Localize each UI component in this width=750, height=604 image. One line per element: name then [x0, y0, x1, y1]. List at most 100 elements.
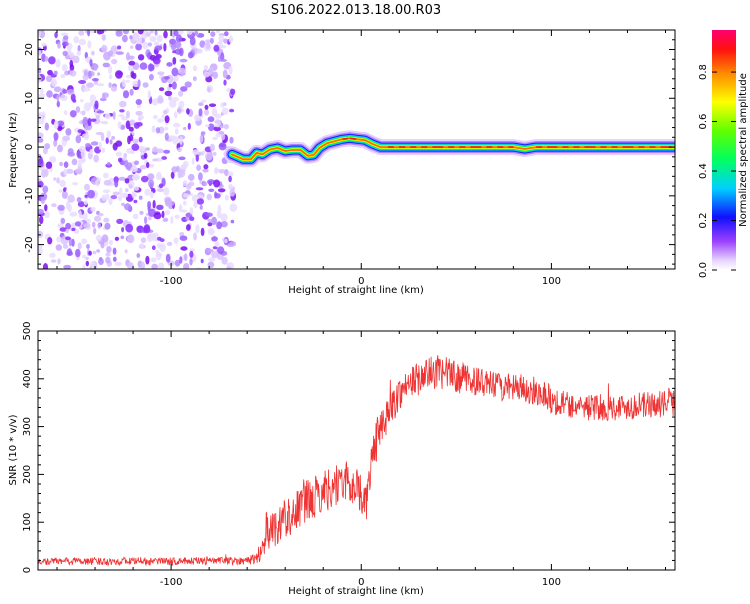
noise-blob [228, 66, 233, 75]
noise-blob [133, 186, 140, 191]
noise-blob [135, 43, 143, 51]
noise-blob [164, 197, 172, 207]
noise-blob [186, 30, 193, 35]
noise-blob [89, 94, 96, 103]
noise-blob [138, 115, 145, 120]
noise-blob [122, 79, 126, 88]
noise-blob [90, 206, 96, 212]
noise-blob [205, 124, 210, 128]
noise-blob [187, 51, 194, 59]
noise-blob [161, 156, 167, 160]
noise-blob [136, 253, 141, 258]
noise-blob [226, 88, 231, 93]
noise-blob [154, 45, 163, 51]
noise-blob [132, 213, 139, 220]
noise-blob [126, 52, 130, 61]
noise-blob [155, 251, 162, 261]
noise-blob [147, 173, 155, 181]
noise-blob [213, 126, 221, 132]
noise-blob [95, 131, 104, 136]
noise-blob [180, 86, 188, 92]
noise-blob [139, 243, 145, 249]
noise-blob [156, 243, 162, 249]
noise-blob [218, 131, 225, 135]
noise-blob [183, 263, 190, 269]
noise-blob [146, 32, 151, 37]
noise-blob [59, 161, 64, 167]
noise-blob [71, 238, 75, 247]
noise-blob [191, 158, 195, 165]
noise-blob [62, 50, 68, 57]
noise-blob [85, 143, 91, 148]
noise-blob [132, 72, 137, 80]
noise-blob [106, 246, 112, 253]
noise-blob [66, 48, 72, 56]
noise-blob [105, 256, 111, 264]
noise-blob [110, 195, 118, 200]
noise-blob [44, 56, 49, 62]
noise-blob [206, 85, 214, 94]
noise-blob [128, 60, 136, 66]
noise-blob [211, 216, 218, 226]
noise-blob [42, 263, 49, 269]
noise-blob [87, 83, 94, 87]
noise-blob [205, 39, 211, 43]
snr-x-label: Height of straight line (km) [288, 586, 424, 597]
noise-blob [224, 238, 228, 244]
noise-blob [115, 70, 123, 79]
noise-blob [87, 117, 92, 127]
noise-blob [63, 161, 69, 168]
noise-blob [78, 30, 85, 36]
noise-blob [194, 30, 198, 36]
noise-blob [151, 263, 158, 269]
noise-blob [118, 176, 126, 181]
noise-blob [179, 256, 183, 264]
noise-blob [179, 235, 188, 241]
noise-blob [102, 189, 111, 194]
snr-panel: -100 0 100 0 100 200 300 400 500 Height of stra… [8, 321, 676, 597]
noise-blob [202, 168, 209, 173]
noise-blob [107, 162, 111, 166]
noise-blob [123, 152, 127, 158]
noise-blob [75, 248, 81, 258]
noise-blob [137, 145, 146, 152]
noise-blob [117, 195, 123, 202]
noise-blob [108, 65, 113, 75]
noise-blob [164, 115, 170, 124]
noise-blob [88, 101, 94, 107]
noise-blob [59, 227, 68, 232]
noise-blob [224, 194, 229, 201]
noise-blob [47, 69, 53, 76]
noise-blob [192, 76, 197, 82]
noise-blob [216, 221, 223, 230]
noise-blob [211, 251, 219, 259]
noise-blob [163, 126, 169, 131]
noise-blob [55, 59, 61, 68]
noise-blob [41, 169, 47, 178]
noise-blob [82, 73, 89, 81]
noise-blob [206, 193, 212, 201]
noise-blob [53, 120, 59, 130]
noise-blob [100, 241, 105, 249]
noise-blob [191, 194, 198, 202]
spectrogram-y-ticks: -20 -10 0 10 20 [24, 29, 675, 265]
noise-blob [219, 124, 224, 129]
noise-blob [175, 34, 182, 43]
noise-blob [193, 232, 197, 241]
noise-blob [60, 74, 66, 79]
noise-blob [83, 70, 88, 76]
noise-blob [208, 188, 215, 192]
snr-y-label: SNR (10 * v/v) [8, 414, 19, 485]
noise-blob [157, 95, 164, 104]
noise-blob [184, 81, 192, 88]
noise-blob [173, 111, 178, 119]
noise-blob [118, 157, 122, 163]
noise-blob [196, 48, 203, 54]
noise-blob [207, 123, 215, 132]
noise-blob [38, 60, 41, 69]
noise-blob [152, 57, 161, 65]
noise-blob [104, 113, 111, 119]
noise-blob [53, 70, 58, 76]
